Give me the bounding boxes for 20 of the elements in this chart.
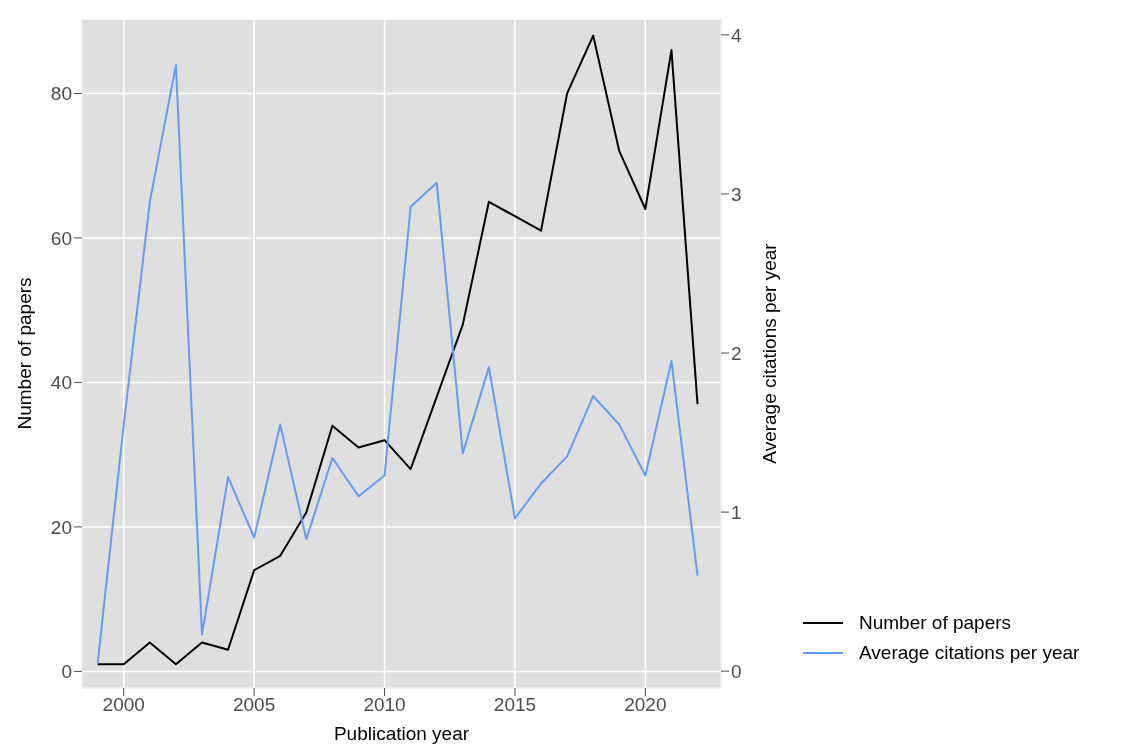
y2-tick-label: 2 — [731, 342, 742, 364]
x-tick-label: 2010 — [363, 694, 406, 716]
x-tick-label: 2020 — [624, 694, 667, 716]
y2-tick-label: 3 — [731, 183, 742, 205]
legend-label: Number of papers — [859, 611, 1012, 635]
y-tick-label: 20 — [50, 516, 72, 538]
y-tick-label: 0 — [61, 661, 72, 683]
y-axis-title: Number of papers — [13, 277, 35, 430]
y2-tick-label: 0 — [731, 660, 742, 682]
x-tick-label: 2005 — [233, 694, 276, 716]
y2-tick-label: 4 — [731, 24, 742, 46]
y2-tick-label: 1 — [731, 501, 742, 523]
x-tick-label: 2015 — [493, 694, 537, 716]
x-tick-label: 2000 — [102, 694, 145, 716]
y-tick-label: 80 — [50, 83, 72, 105]
legend-label: Average citations per year — [859, 641, 1080, 665]
x-axis-title: Publication year — [333, 723, 470, 744]
y2-axis-title: Average citations per year — [758, 242, 780, 464]
y-tick-label: 40 — [50, 372, 72, 394]
y-tick-label: 60 — [50, 227, 72, 249]
